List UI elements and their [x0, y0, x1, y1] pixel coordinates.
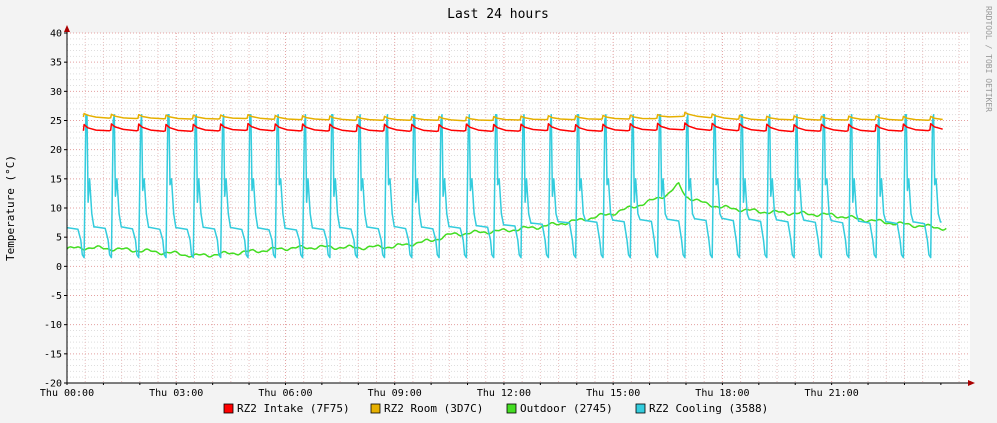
- y-tick-label: -15: [44, 349, 62, 360]
- y-axis-label: Temperature (°C): [4, 155, 17, 261]
- y-tick-label: 15: [50, 174, 62, 185]
- x-tick-label: Thu 18:00: [695, 388, 749, 399]
- y-tick-label: 0: [56, 262, 62, 273]
- series-line-rz2-cooling: [66, 113, 942, 259]
- legend-swatch: [506, 403, 517, 414]
- y-tick-label: 20: [50, 145, 62, 156]
- legend-label: Outdoor (2745): [520, 402, 613, 415]
- legend-swatch: [223, 403, 234, 414]
- y-axis-arrow: [64, 25, 70, 32]
- series-layer: [66, 111, 947, 259]
- legend-swatch: [635, 403, 646, 414]
- y-tick-label: -20: [44, 379, 62, 390]
- y-tick-label: 25: [50, 116, 62, 127]
- x-tick-label: Thu 03:00: [149, 388, 203, 399]
- x-tick-label: Thu 21:00: [805, 388, 859, 399]
- x-tick-label: Thu 09:00: [368, 388, 422, 399]
- series-line-outdoor: [66, 182, 947, 258]
- y-tick-label: -10: [44, 320, 62, 331]
- legend-label: RZ2 Room (3D7C): [384, 402, 483, 415]
- y-tick-label: 5: [56, 233, 62, 244]
- x-tick-label: Thu 00:00: [40, 388, 94, 399]
- y-tick-label: 10: [50, 204, 62, 215]
- y-tick-label: 40: [50, 29, 62, 40]
- chart-title: Last 24 hours: [447, 7, 549, 22]
- x-tick-label: Thu 12:00: [477, 388, 531, 399]
- x-tick-label: Thu 06:00: [258, 388, 312, 399]
- legend: RZ2 Intake (7F75) RZ2 Room (3D7C) Outdoor …: [223, 402, 768, 415]
- legend-swatch: [370, 403, 381, 414]
- y-tick-label: 35: [50, 58, 62, 69]
- axes: [64, 25, 975, 386]
- legend-label: RZ2 Cooling (3588): [649, 402, 768, 415]
- series-line-rz2-intake: [82, 122, 943, 133]
- legend-label: RZ2 Intake (7F75): [237, 402, 350, 415]
- x-axis-arrow: [968, 380, 975, 386]
- y-tick-label: 30: [50, 87, 62, 98]
- y-tick-label: -5: [50, 291, 62, 302]
- series-line-rz2-room: [82, 111, 943, 122]
- rrdtool-watermark: RRDTOOL / TOBI OETIKER: [984, 6, 993, 112]
- x-tick-label: Thu 15:00: [586, 388, 640, 399]
